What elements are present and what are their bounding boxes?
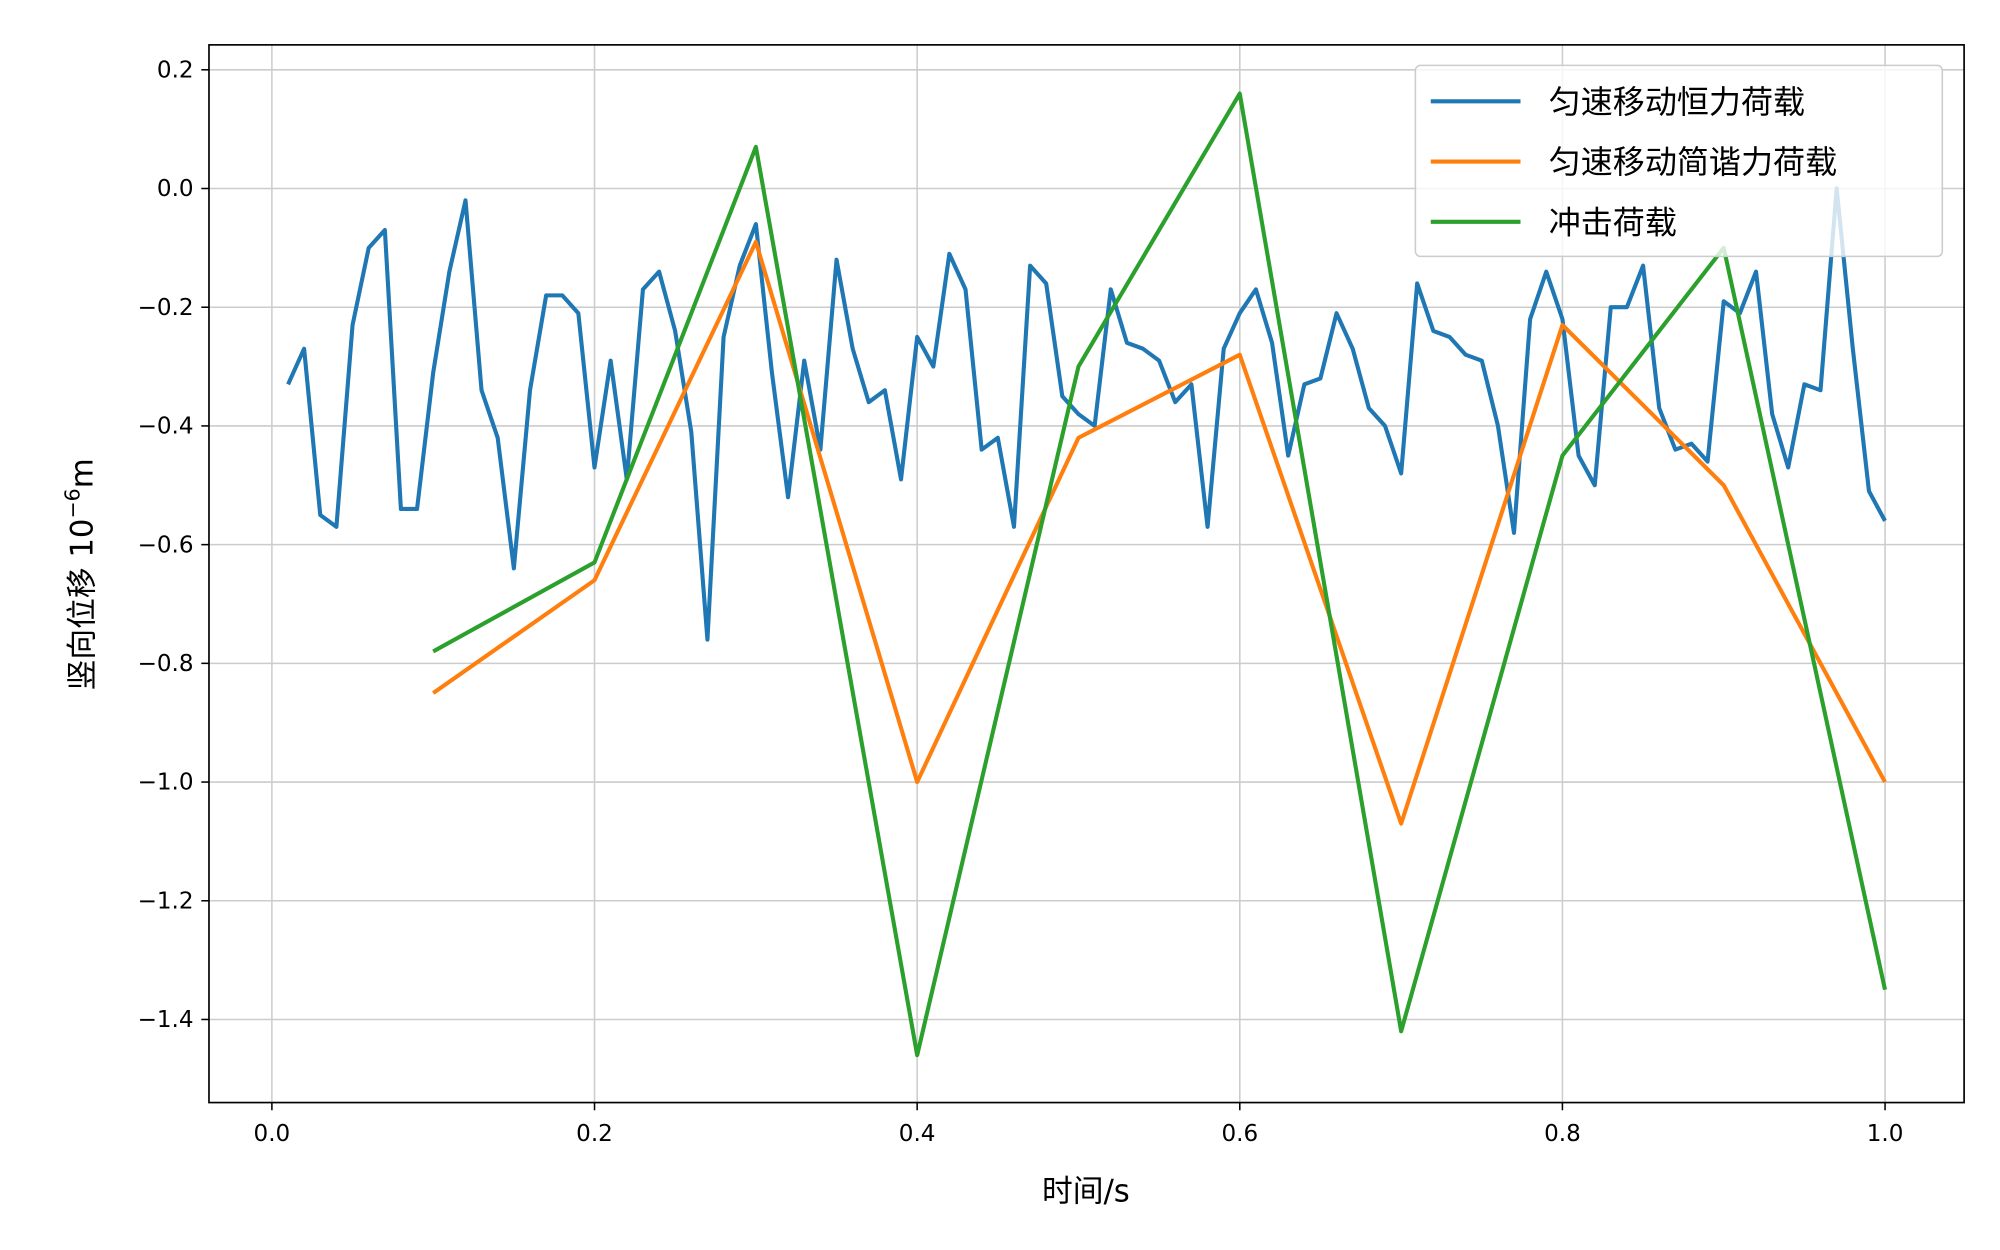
series-lines [286,91,1888,1058]
legend-entry: 匀速移动简谐力荷载 [1549,143,1837,181]
legend-entry: 匀速移动恒力荷载 [1549,83,1805,121]
y-axis-label: 竖向位移 10−6m [60,458,100,690]
y-tick-label: −0.6 [138,532,194,558]
grid [208,44,1965,1103]
y-axis-label-exponent: −6 [60,488,84,518]
y-tick-label: −1.2 [138,888,194,914]
x-axis-label: 时间/s [1042,1173,1130,1209]
y-tick-label: −0.8 [138,651,194,677]
y-tick-label: 0.0 [157,176,194,202]
legend-entry: 冲击荷载 [1549,203,1677,241]
y-tick-label: −1.4 [138,1007,194,1033]
y-tick-label: 0.2 [157,57,194,83]
y-axis-label-unit: m [64,458,100,488]
x-tick-label: 0.2 [576,1121,613,1147]
y-tick-label: −1.0 [138,770,194,796]
ticks: 0.0 0.2 0.4 0.6 0.8 1.0 0.2 0.0 −0.2 −0.4 −0.6 −0.8… [138,57,1904,1147]
x-tick-label: 0.4 [899,1121,936,1147]
x-tick-label: 0.0 [254,1121,291,1147]
series-line-1 [432,239,1887,826]
series-line-0 [286,186,1887,642]
x-tick-label: 1.0 [1867,1121,1904,1147]
y-tick-label: −0.4 [138,414,194,440]
y-axis-label-main: 竖向位移 10 [64,519,100,691]
axes-frame [208,44,1965,1104]
x-tick-label: 0.8 [1544,1121,1581,1147]
y-tick-label: −0.2 [138,295,194,321]
x-tick-label: 0.6 [1221,1121,1258,1147]
series-line-2 [432,91,1888,1058]
legend-box [1414,64,1944,258]
